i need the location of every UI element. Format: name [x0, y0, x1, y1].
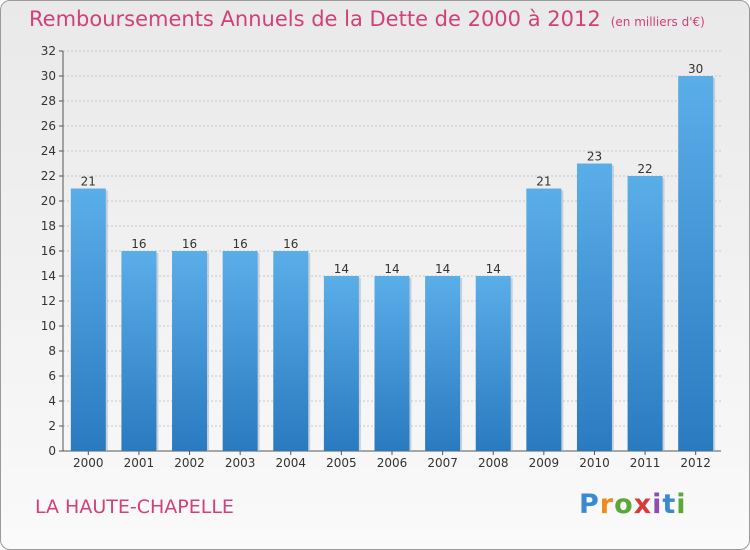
- x-tick-label: 2002: [174, 456, 205, 470]
- logo-letter: P: [579, 489, 600, 520]
- bar: [425, 276, 461, 451]
- bar: [475, 276, 511, 451]
- data-label: 14: [384, 262, 399, 276]
- y-tick-label: 18: [41, 219, 56, 233]
- data-label: 14: [334, 262, 349, 276]
- y-tick-label: 16: [41, 244, 56, 258]
- bar: [576, 163, 612, 451]
- y-tick-label: 14: [41, 269, 56, 283]
- x-tick-label: 2012: [680, 456, 711, 470]
- logo-letter: x: [633, 489, 653, 520]
- y-tick-label: 8: [48, 344, 56, 358]
- data-label: 16: [233, 237, 248, 251]
- x-tick-label: 2003: [225, 456, 256, 470]
- bar: [121, 251, 157, 451]
- logo-letter: o: [614, 489, 634, 520]
- y-tick-label: 30: [41, 69, 56, 83]
- x-tick-label: 2005: [326, 456, 357, 470]
- x-tick-label: 2001: [124, 456, 155, 470]
- x-tick-label: 2004: [275, 456, 306, 470]
- bar: [627, 176, 663, 451]
- y-tick-label: 32: [41, 44, 56, 58]
- y-tick-label: 28: [41, 94, 56, 108]
- data-label: 14: [486, 262, 501, 276]
- logo-letter: i: [652, 489, 663, 520]
- x-tick-label: 2006: [377, 456, 408, 470]
- data-label: 16: [283, 237, 298, 251]
- y-tick-label: 6: [48, 369, 56, 383]
- proxiti-logo: Proxiti: [579, 489, 687, 520]
- data-label: 21: [536, 175, 551, 189]
- x-tick-label: 2007: [427, 456, 458, 470]
- logo-letter: i: [676, 489, 687, 520]
- y-tick-label: 0: [48, 444, 56, 458]
- data-label: 23: [587, 150, 602, 164]
- y-tick-label: 26: [41, 119, 56, 133]
- bar: [222, 251, 258, 451]
- chart-title-text: Remboursements Annuels de la Dette de 20…: [29, 7, 601, 31]
- x-tick-label: 2011: [630, 456, 661, 470]
- bar: [323, 276, 359, 451]
- x-tick-label: 2008: [478, 456, 509, 470]
- bar: [374, 276, 410, 451]
- data-label: 16: [131, 237, 146, 251]
- bar: [526, 188, 562, 451]
- x-tick-label: 2010: [579, 456, 610, 470]
- y-tick-label: 4: [48, 394, 56, 408]
- x-tick-label: 2000: [73, 456, 104, 470]
- data-label: 14: [435, 262, 450, 276]
- data-label: 22: [637, 162, 652, 176]
- labels: 21 16 16 16 16 14 14 14 14 21 23 22 30: [81, 62, 704, 276]
- bar: [172, 251, 208, 451]
- bar: [678, 76, 714, 451]
- bars: [70, 76, 716, 451]
- chart-unit: (en milliers d'€): [610, 15, 705, 29]
- bar: [273, 251, 309, 451]
- logo-letter: r: [599, 489, 615, 520]
- chart-title: Remboursements Annuels de la Dette de 20…: [29, 7, 705, 31]
- y-tick-label: 20: [41, 194, 56, 208]
- data-label: 16: [182, 237, 197, 251]
- bar: [70, 188, 106, 451]
- commune-name: LA HAUTE-CHAPELLE: [35, 496, 234, 518]
- y-tick-label: 12: [41, 294, 56, 308]
- y-tick-label: 10: [41, 319, 56, 333]
- x-tick-label: 2009: [529, 456, 560, 470]
- y-tick-label: 22: [41, 169, 56, 183]
- logo-letter: t: [662, 489, 677, 520]
- data-label: 30: [688, 62, 703, 76]
- data-label: 21: [81, 175, 96, 189]
- y-tick-label: 24: [41, 144, 56, 158]
- y-tick-label: 2: [48, 419, 56, 433]
